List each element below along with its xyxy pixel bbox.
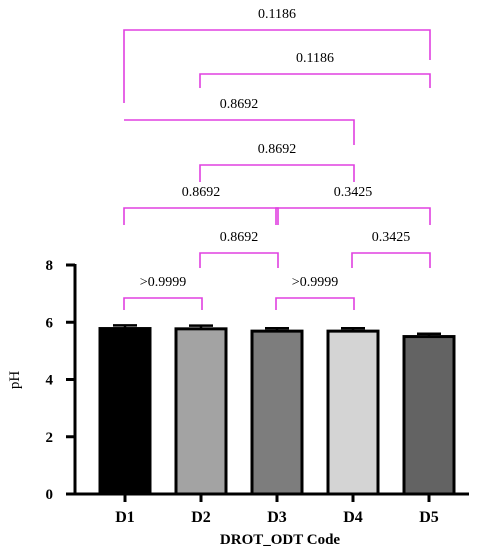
bar-D5 bbox=[402, 335, 456, 496]
p-value-label: 0.8692 bbox=[220, 97, 259, 112]
x-axis-label: DROT_ODT Code bbox=[220, 532, 340, 548]
x-tick-label: D3 bbox=[267, 509, 287, 526]
x-tick-label: D4 bbox=[343, 509, 363, 526]
y-tick-label: 6 bbox=[46, 315, 54, 331]
significance-bracket bbox=[123, 29, 431, 103]
x-tick-label: D5 bbox=[419, 509, 439, 526]
x-tick-label: D2 bbox=[191, 509, 211, 526]
y-tick-label: 0 bbox=[46, 487, 54, 503]
y-tick-label: 2 bbox=[46, 430, 54, 446]
y-axis-label: pH bbox=[7, 371, 23, 390]
y-tick-label: 8 bbox=[46, 258, 54, 274]
p-value-label: 0.3425 bbox=[334, 185, 373, 200]
significance-bracket bbox=[351, 252, 431, 268]
y-tick-label: 4 bbox=[46, 373, 54, 389]
p-value-label: 0.1186 bbox=[296, 51, 334, 66]
significance-bracket bbox=[124, 119, 355, 145]
significance-bracket bbox=[123, 297, 203, 310]
significance-bracket bbox=[199, 252, 279, 268]
significance-bracket bbox=[123, 207, 279, 225]
bar-D4 bbox=[326, 329, 380, 496]
bar-D3 bbox=[250, 329, 304, 496]
p-value-label: >0.9999 bbox=[140, 275, 186, 290]
p-value-label: 0.8692 bbox=[220, 230, 259, 245]
significance-bracket bbox=[199, 164, 355, 182]
bar-D2 bbox=[174, 327, 228, 496]
significance-bracket bbox=[275, 297, 355, 310]
bar-D1 bbox=[98, 327, 152, 496]
p-value-label: 0.1186 bbox=[258, 7, 296, 22]
significance-bracket bbox=[275, 207, 431, 225]
p-value-label: 0.3425 bbox=[372, 230, 411, 245]
significance-bracket bbox=[199, 73, 431, 88]
p-value-label: 0.8692 bbox=[258, 142, 297, 157]
x-tick-label: D1 bbox=[115, 509, 135, 526]
p-value-label: 0.8692 bbox=[182, 185, 221, 200]
p-value-label: >0.9999 bbox=[292, 275, 338, 290]
